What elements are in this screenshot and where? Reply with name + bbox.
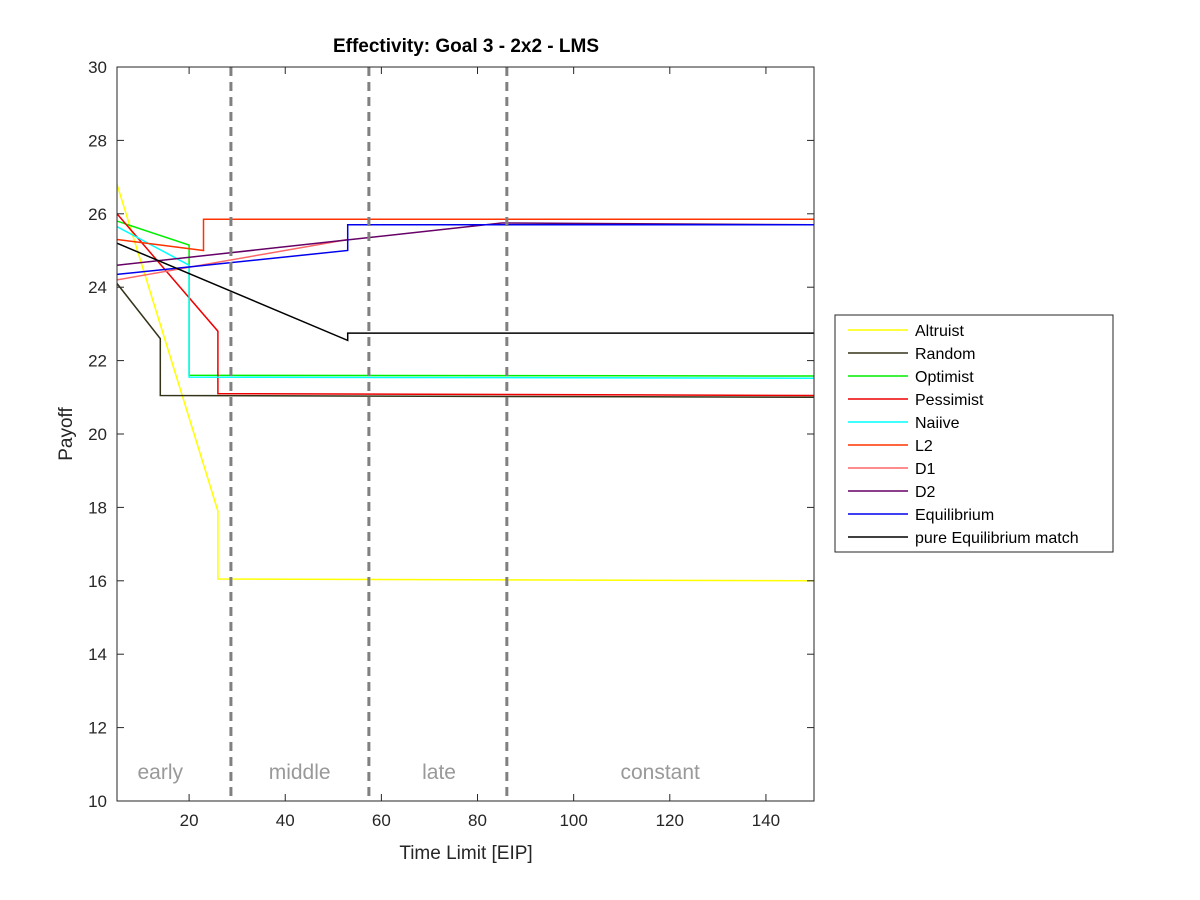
plot-area: early middle late constant 20 40 60 80 100 120 14… [88, 58, 815, 830]
x-tick-label-3: 80 [468, 811, 487, 830]
x-tick-label-0: 20 [180, 811, 199, 830]
phase-label-1: middle [269, 761, 331, 784]
series-line-3 [116, 213, 815, 397]
phase-boundaries: early middle late constant [137, 67, 700, 801]
x-tick-label-1: 40 [276, 811, 295, 830]
legend-label-1: Random [915, 346, 975, 363]
legend-label-9: pure Equilibrium match [915, 530, 1079, 547]
series-line-6 [116, 238, 348, 281]
legend-label-4: Naiive [915, 415, 960, 432]
series-line-1 [116, 283, 815, 399]
y-tick-label-4: 18 [88, 498, 107, 517]
y-tick-label-9: 28 [88, 131, 107, 150]
series-layer [116, 184, 815, 582]
x-tick-label-2: 60 [372, 811, 391, 830]
y-tick-label-1: 12 [88, 719, 107, 738]
legend-label-0: Altruist [915, 323, 964, 340]
legend-label-5: L2 [915, 438, 933, 455]
phase-label-0: early [137, 761, 183, 784]
y-tick-label-6: 22 [88, 352, 107, 371]
series-line-0 [116, 184, 815, 582]
axis-ticks: 20 40 60 80 100 120 140 10 12 14 16 18 20 22 24 26 28 30 [88, 58, 814, 830]
x-tick-label-5: 120 [656, 811, 684, 830]
legend-label-3: Pessimist [915, 392, 984, 409]
y-tick-label-7: 24 [88, 278, 107, 297]
legend-label-6: D1 [915, 461, 936, 478]
series-line-4 [116, 225, 815, 379]
legend: Altruist Random Optimist Pessimist Naiive L2 D… [834, 314, 1114, 553]
legend-label-8: Equilibrium [915, 507, 994, 524]
legend-box [834, 314, 1114, 553]
phase-label-3: constant [620, 761, 700, 784]
series-line-5 [116, 218, 814, 252]
y-tick-label-3: 16 [88, 572, 107, 591]
plot-background [117, 67, 814, 801]
legend-label-2: Optimist [915, 369, 974, 386]
y-tick-label-0: 10 [88, 792, 107, 811]
y-tick-label-8: 26 [88, 205, 107, 224]
series-line-9 [116, 242, 814, 342]
y-tick-label-2: 14 [88, 645, 107, 664]
x-axis-title: Time Limit [EIP] [399, 843, 532, 864]
y-tick-label-5: 20 [88, 425, 107, 444]
x-tick-label-6: 140 [752, 811, 780, 830]
legend-label-7: D2 [915, 484, 936, 501]
phase-label-2: late [422, 761, 456, 784]
y-axis-title: Payoff [56, 407, 77, 461]
x-tick-label-4: 100 [559, 811, 587, 830]
y-tick-label-10: 30 [88, 58, 107, 77]
chart-title: Effectivity: Goal 3 - 2x2 - LMS [333, 36, 599, 57]
